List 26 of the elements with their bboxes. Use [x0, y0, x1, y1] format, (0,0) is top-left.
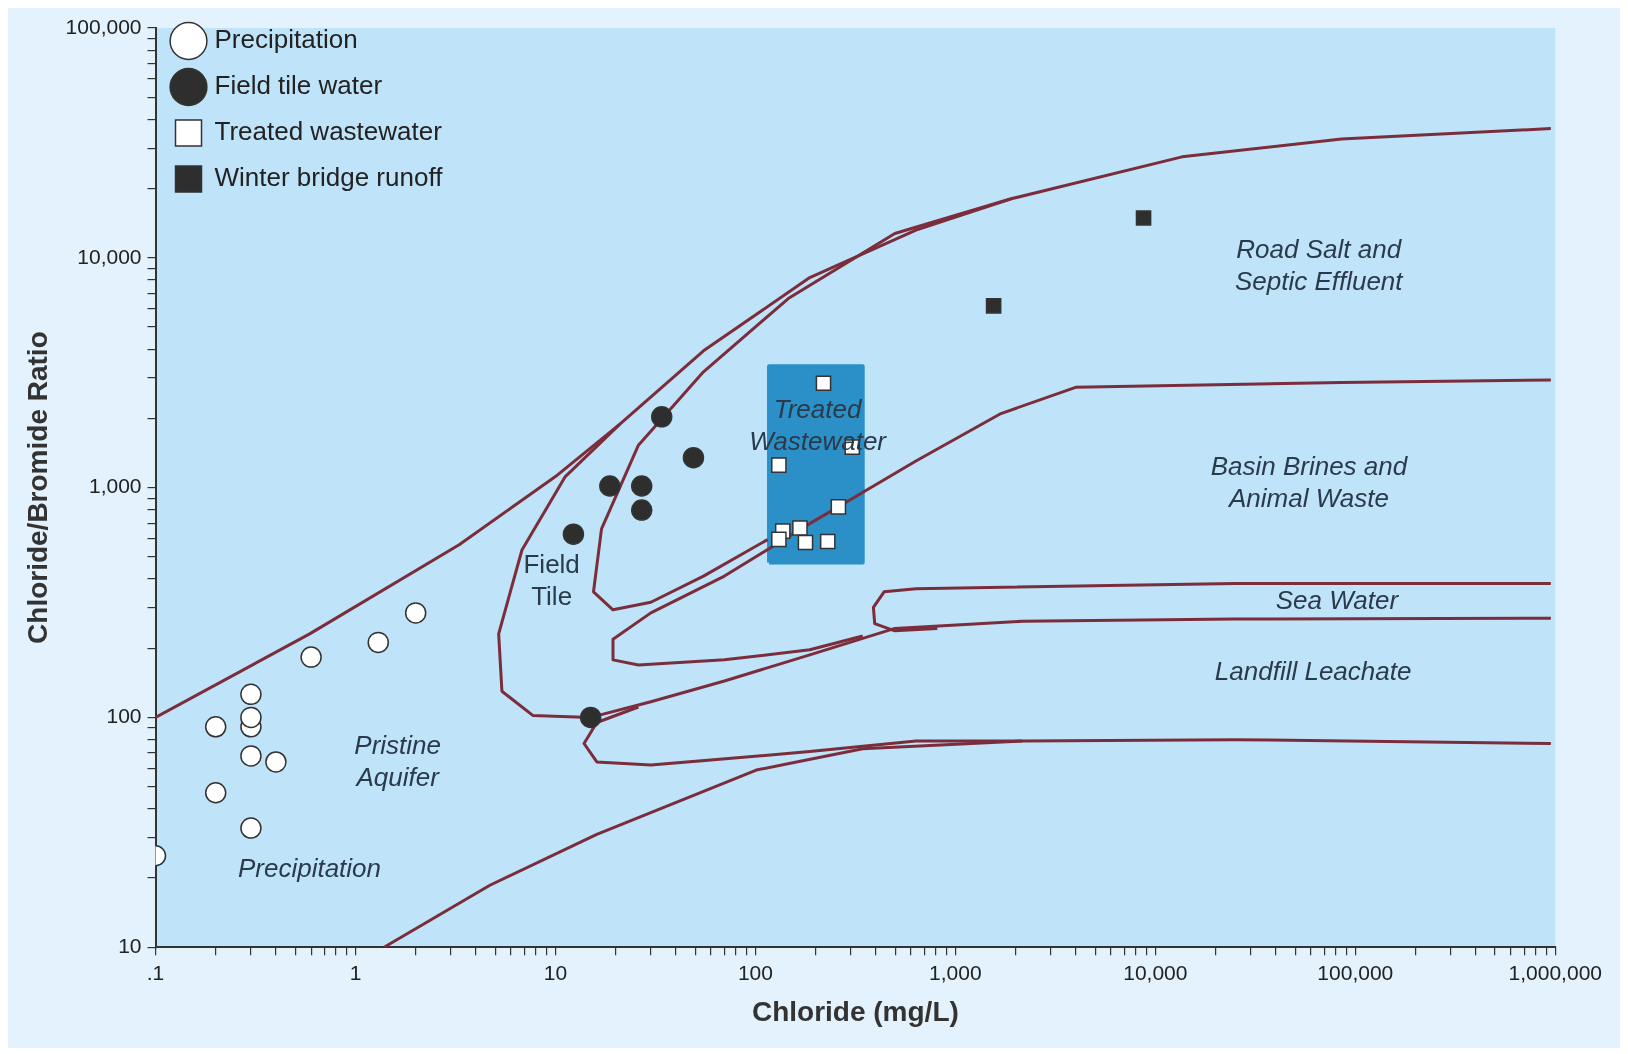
annotation: Precipitation [237, 853, 382, 884]
y-tick-label: 100 [106, 704, 142, 728]
x-tick-label: 100 [737, 960, 773, 984]
y-tick-label: 10 [118, 934, 142, 957]
y-tick-label: 100,000 [65, 14, 142, 38]
legend-label: Precipitation [214, 24, 358, 55]
legend-label: Field tile water [214, 70, 383, 101]
x-axis-title: Chloride (mg/L) [751, 995, 959, 1027]
x-tick-label: 10,000 [1123, 960, 1188, 984]
x-tick-label: 1,000 [929, 960, 982, 984]
y-axis-title: Chloride/Bromide Ratio [21, 331, 53, 644]
legend-label: Treated wastewater [214, 116, 443, 147]
x-tick-label: 100,000 [1317, 960, 1394, 984]
annotation: Landfill Leachate [1214, 655, 1412, 686]
annotation: Field Tile [523, 548, 580, 611]
legend-label: Winter bridge runoff [214, 162, 444, 193]
annotation: Sea Water [1275, 584, 1400, 615]
y-tick-label: 10,000 [77, 244, 142, 268]
annotation: Pristine Aquifer [354, 729, 442, 792]
y-tick-label: 1,000 [88, 474, 142, 498]
annotation: Road Salt and Septic Effluent [1234, 234, 1405, 297]
annotation: Basin Brines and Animal Waste [1210, 451, 1409, 514]
x-tick-label: .1 [146, 960, 165, 984]
x-tick-label: 1,000,000 [1508, 960, 1603, 984]
x-tick-label: 1 [349, 960, 362, 984]
x-tick-label: 10 [543, 960, 568, 984]
